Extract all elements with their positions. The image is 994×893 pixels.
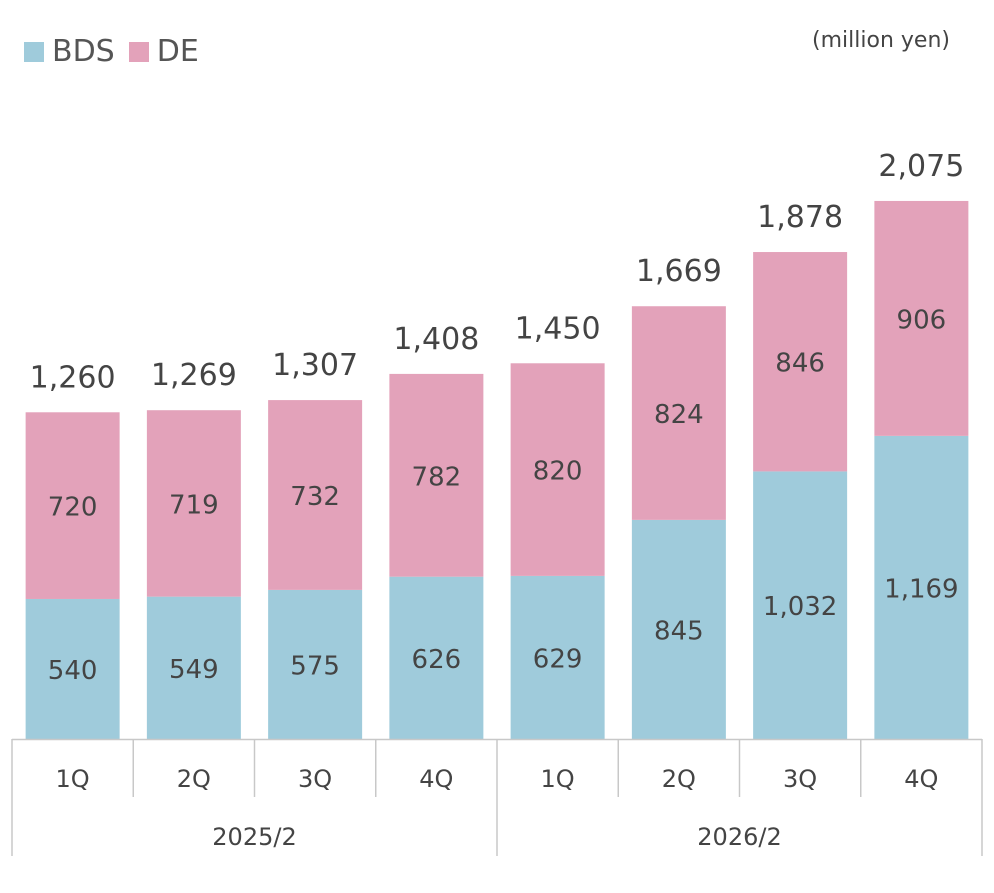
bar-de [389, 373, 484, 577]
data-label-bds: 626 [412, 645, 462, 675]
x-tick-label: 1Q [541, 765, 575, 793]
bar-de [25, 412, 120, 599]
bar-bds [510, 575, 605, 739]
bar-bds [25, 598, 120, 739]
bar-bds [389, 576, 484, 739]
legend-swatch-bds [24, 41, 44, 62]
data-label-de: 846 [775, 349, 825, 379]
legend-swatch-de [128, 41, 149, 62]
legend-item-de: DE [128, 34, 199, 69]
total-label: 1,408 [393, 322, 479, 357]
total-label: 1,450 [515, 311, 601, 346]
data-label-bds: 629 [533, 644, 583, 674]
total-label: 2,075 [878, 149, 964, 184]
bar-de [510, 363, 605, 576]
bar-de [874, 200, 969, 436]
x-tick-label: 3Q [298, 765, 332, 793]
data-label-de: 906 [897, 305, 947, 335]
data-label-bds: 575 [290, 651, 340, 681]
data-label-de: 782 [412, 462, 462, 492]
bar-de [631, 306, 726, 520]
bar-de [146, 410, 241, 597]
x-group-label: 2026/2 [697, 823, 781, 851]
total-label: 1,269 [151, 358, 237, 393]
unit-label: (million yen) [812, 28, 950, 53]
data-label-de: 720 [48, 493, 98, 523]
x-tick-label: 4Q [419, 765, 453, 793]
legend-label-bds: BDS [52, 34, 115, 69]
x-tick-label: 2Q [177, 765, 211, 793]
x-group-label: 2025/2 [212, 823, 296, 851]
x-tick-label: 2Q [662, 765, 696, 793]
data-label-bds: 1,032 [763, 592, 837, 622]
bar-de [753, 252, 848, 472]
data-label-de: 820 [533, 457, 583, 487]
data-label-bds: 845 [654, 616, 704, 646]
bar-bds [268, 589, 363, 739]
data-label-bds: 549 [169, 655, 219, 685]
total-label: 1,878 [757, 200, 843, 235]
bar-bds [753, 471, 848, 739]
total-label: 1,669 [636, 254, 722, 289]
data-label-de: 732 [290, 482, 340, 512]
total-label: 1,307 [272, 348, 358, 383]
data-label-bds: 540 [48, 656, 98, 686]
x-tick-label: 1Q [56, 765, 90, 793]
legend-item-bds: BDS [24, 34, 115, 69]
data-label-de: 824 [654, 400, 704, 430]
data-label-de: 719 [169, 490, 219, 520]
legend-label-de: DE [156, 34, 199, 69]
total-label: 1,260 [30, 360, 116, 395]
bar-bds [631, 519, 726, 739]
bar-bds [874, 435, 969, 739]
x-tick-label: 3Q [783, 765, 817, 793]
legend: BDS DE [24, 34, 213, 69]
x-tick-label: 4Q [904, 765, 938, 793]
bar-bds [146, 596, 241, 739]
bar-de [268, 400, 363, 590]
data-label-bds: 1,169 [884, 574, 958, 604]
